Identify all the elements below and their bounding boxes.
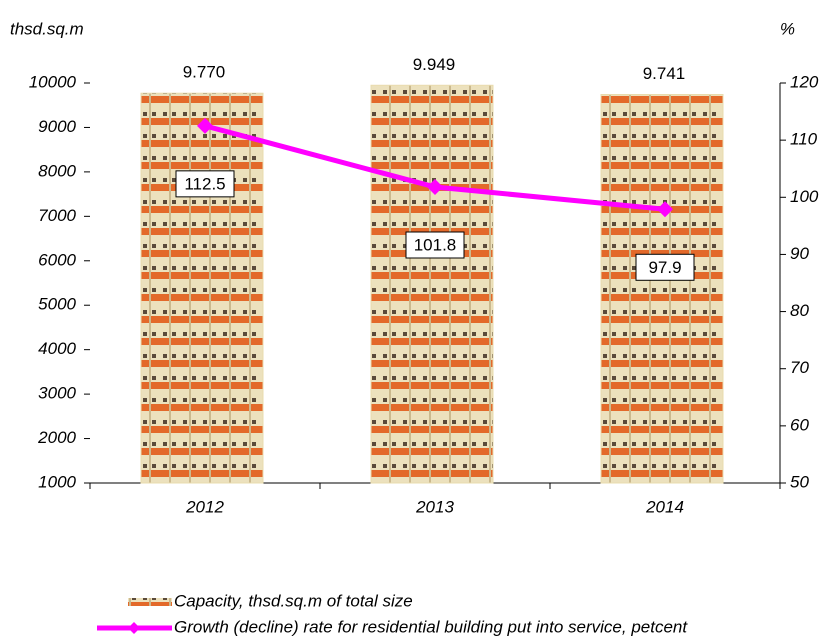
bar-value-label: 9.741 bbox=[643, 64, 686, 83]
y2-tick-label: 100 bbox=[790, 187, 819, 206]
y2-tick-label: 90 bbox=[790, 244, 809, 263]
y2-tick-label: 70 bbox=[790, 358, 809, 377]
legend-label: Capacity, thsd.sq.m of total size bbox=[174, 591, 413, 610]
y-tick-label: 7000 bbox=[38, 206, 76, 225]
legend-label: Growth (decline) rate for residential bu… bbox=[174, 617, 688, 636]
y-tick-label: 10000 bbox=[29, 72, 77, 91]
data-label-box bbox=[635, 253, 695, 281]
bar-value-label: 9.770 bbox=[183, 63, 226, 82]
line-marker bbox=[657, 201, 673, 218]
y-tick-label: 1000 bbox=[38, 472, 76, 491]
x-tick-label: 2013 bbox=[415, 497, 454, 516]
bar bbox=[140, 92, 264, 484]
bar-value-label: 9.949 bbox=[413, 55, 456, 74]
y-tick-label: 2000 bbox=[37, 428, 76, 447]
legend-marker bbox=[128, 622, 140, 634]
y-tick-label: 4000 bbox=[38, 339, 76, 358]
bar bbox=[370, 84, 494, 484]
y-tick-label: 3000 bbox=[38, 384, 76, 403]
y2-tick-label: 110 bbox=[790, 130, 818, 149]
y2-tick-label: 80 bbox=[790, 301, 809, 320]
line-marker bbox=[427, 179, 443, 195]
y2-tick-label: 120 bbox=[790, 72, 819, 91]
y-tick-label: 8000 bbox=[38, 161, 76, 180]
data-label-box bbox=[175, 170, 235, 198]
bar bbox=[600, 94, 724, 484]
y-tick-label: 5000 bbox=[38, 295, 76, 314]
x-tick-label: 2014 bbox=[645, 497, 684, 516]
line-marker bbox=[197, 117, 213, 134]
y2-tick-label: 60 bbox=[790, 415, 809, 434]
legend-swatch bbox=[128, 598, 172, 606]
y-tick-label: 6000 bbox=[38, 250, 76, 269]
data-label: 97.9 bbox=[648, 258, 681, 277]
data-label-box bbox=[405, 231, 465, 259]
x-tick-label: 2012 bbox=[185, 497, 224, 516]
data-label: 112.5 bbox=[184, 174, 225, 193]
data-label: 101.8 bbox=[414, 235, 457, 254]
y2-tick-label: 50 bbox=[790, 472, 809, 491]
y-axis-title: thsd.sq.m bbox=[10, 19, 84, 38]
y-tick-label: 9000 bbox=[38, 117, 76, 136]
y2-axis-title: % bbox=[780, 19, 795, 38]
